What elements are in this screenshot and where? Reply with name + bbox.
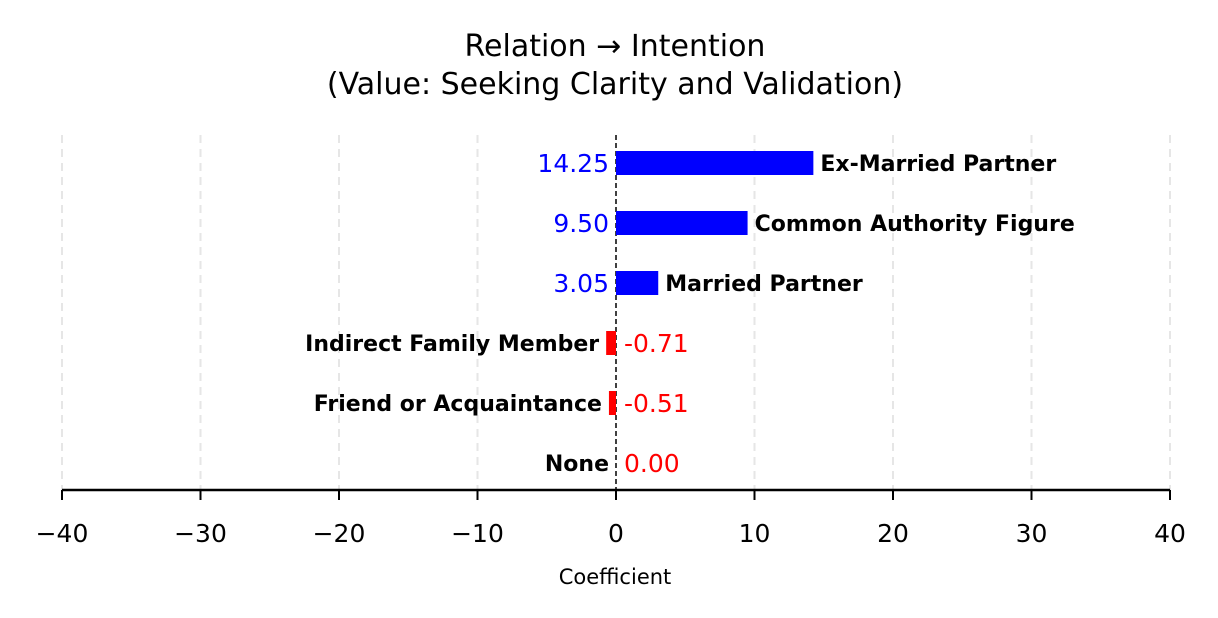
x-tick-label: 10 [739,519,771,548]
bar [616,271,659,295]
category-label: Common Authority Figure [755,212,1075,237]
x-tick-label: −40 [36,519,89,548]
x-tick-label: 30 [1016,519,1048,548]
bar [608,391,616,415]
value-label: 3.05 [553,269,609,298]
chart-title: Relation → Intention [465,29,766,64]
bar [616,151,814,175]
category-label: Indirect Family Member [305,332,599,357]
value-label: 0.00 [624,449,680,478]
grid-lines [61,135,1171,490]
x-tick-label: 20 [877,519,909,548]
category-label: Married Partner [665,272,863,297]
category-label: None [545,452,609,477]
x-tick-label: 0 [608,519,624,548]
x-axis-label: Coefficient [559,565,672,589]
bars: Ex-Married Partner 14.25 Common Authority … [305,149,1075,478]
value-label: 14.25 [537,149,609,178]
category-label: Friend or Acquaintance [314,392,602,417]
value-label: -0.71 [624,329,689,358]
value-label: -0.51 [624,389,689,418]
value-label: 9.50 [553,209,609,238]
category-label: Ex-Married Partner [820,152,1056,177]
bar [616,211,748,235]
x-axis: −40 −30 −20 −10 0 10 20 30 40 [36,488,1186,548]
x-tick-label: −10 [451,519,504,548]
bar [606,331,616,355]
x-tick-label: −30 [174,519,227,548]
x-tick-label: −20 [313,519,366,548]
x-tick-label: 40 [1154,519,1186,548]
chart-subtitle: (Value: Seeking Clarity and Validation) [327,67,903,102]
